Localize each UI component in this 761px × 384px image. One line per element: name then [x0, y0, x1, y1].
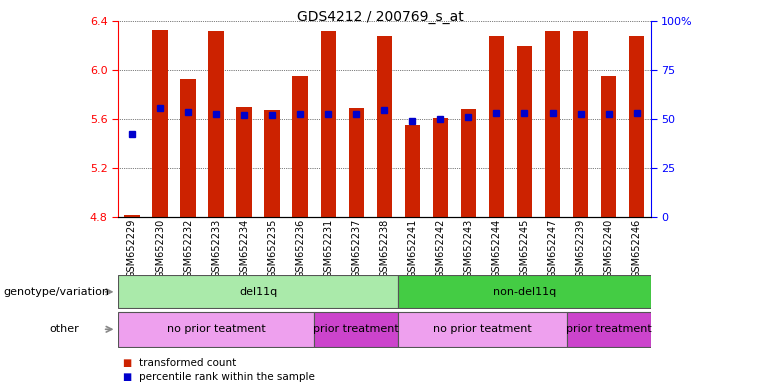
Text: genotype/variation: genotype/variation: [4, 287, 110, 297]
Bar: [398, 312, 566, 347]
Text: ■: ■: [122, 358, 131, 368]
Bar: [320, 31, 336, 217]
Bar: [180, 79, 196, 217]
Bar: [265, 111, 280, 217]
Bar: [601, 76, 616, 217]
Bar: [152, 30, 167, 217]
Bar: [118, 275, 398, 308]
Text: prior treatment: prior treatment: [565, 324, 651, 334]
Text: del11q: del11q: [239, 287, 277, 297]
Bar: [566, 312, 651, 347]
Bar: [377, 36, 392, 217]
Bar: [460, 109, 476, 217]
Text: percentile rank within the sample: percentile rank within the sample: [139, 372, 314, 382]
Bar: [314, 312, 398, 347]
Bar: [433, 118, 448, 217]
Text: GDS4212 / 200769_s_at: GDS4212 / 200769_s_at: [297, 10, 464, 23]
Bar: [398, 275, 651, 308]
Bar: [517, 46, 532, 217]
Bar: [489, 36, 504, 217]
Bar: [629, 36, 645, 217]
Text: no prior teatment: no prior teatment: [167, 324, 266, 334]
Text: prior treatment: prior treatment: [314, 324, 399, 334]
Bar: [349, 108, 364, 217]
Text: no prior teatment: no prior teatment: [433, 324, 532, 334]
Bar: [545, 31, 560, 217]
Bar: [405, 125, 420, 217]
Bar: [292, 76, 308, 217]
Text: other: other: [49, 324, 79, 334]
Text: ■: ■: [122, 372, 131, 382]
Bar: [209, 31, 224, 217]
Text: transformed count: transformed count: [139, 358, 236, 368]
Text: non-del11q: non-del11q: [493, 287, 556, 297]
Bar: [573, 31, 588, 217]
Bar: [124, 215, 140, 217]
Bar: [237, 107, 252, 217]
Bar: [118, 312, 314, 347]
